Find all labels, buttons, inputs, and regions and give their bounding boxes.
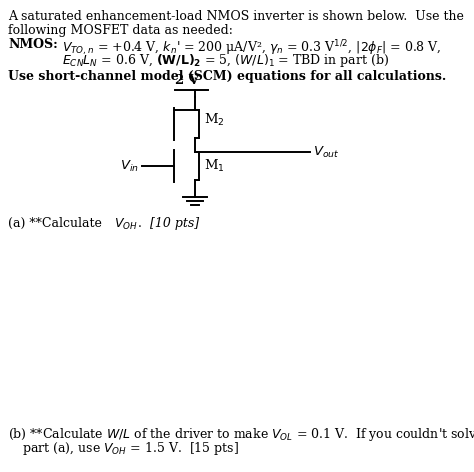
Text: A saturated enhancement-load NMOS inverter is shown below.  Use the: A saturated enhancement-load NMOS invert… [8,10,464,23]
Text: M$_1$: M$_1$ [204,158,225,174]
Text: $V_{in}$: $V_{in}$ [120,159,139,174]
Text: $V_{OH}$: $V_{OH}$ [114,217,138,232]
Text: 2 V: 2 V [175,74,199,87]
Text: .: . [138,217,150,230]
Text: $E_{CN}L_N$ = 0.6 V, $\mathbf{(W/L)_2}$ = 5, $(W/L)_1$ = TBD in part (b): $E_{CN}L_N$ = 0.6 V, $\mathbf{(W/L)_2}$ … [62,52,389,69]
Text: (a) **Calculate: (a) **Calculate [8,217,106,230]
Text: (b) **Calculate $W/L$ of the driver to make $V_{OL}$ = 0.1 V.  If you couldn't s: (b) **Calculate $W/L$ of the driver to m… [8,426,474,443]
Text: [10 pts]: [10 pts] [150,217,199,230]
Text: Use short-channel model (SCM) equations for all calculations.: Use short-channel model (SCM) equations … [8,70,446,83]
Text: part (a), use $V_{OH}$ = 1.5 V.  [15 pts]: part (a), use $V_{OH}$ = 1.5 V. [15 pts] [22,440,239,457]
Text: $V_{TO,n}$ = +0.4 V, $k_n$' = 200 μA/V², $\gamma_n$ = 0.3 V$^{1/2}$, $|2\phi_F|$: $V_{TO,n}$ = +0.4 V, $k_n$' = 200 μA/V²,… [62,38,441,58]
Text: M$_2$: M$_2$ [204,112,225,128]
Text: $V_{out}$: $V_{out}$ [313,144,339,160]
Text: NMOS:: NMOS: [8,38,58,51]
Text: following MOSFET data as needed:: following MOSFET data as needed: [8,24,233,37]
